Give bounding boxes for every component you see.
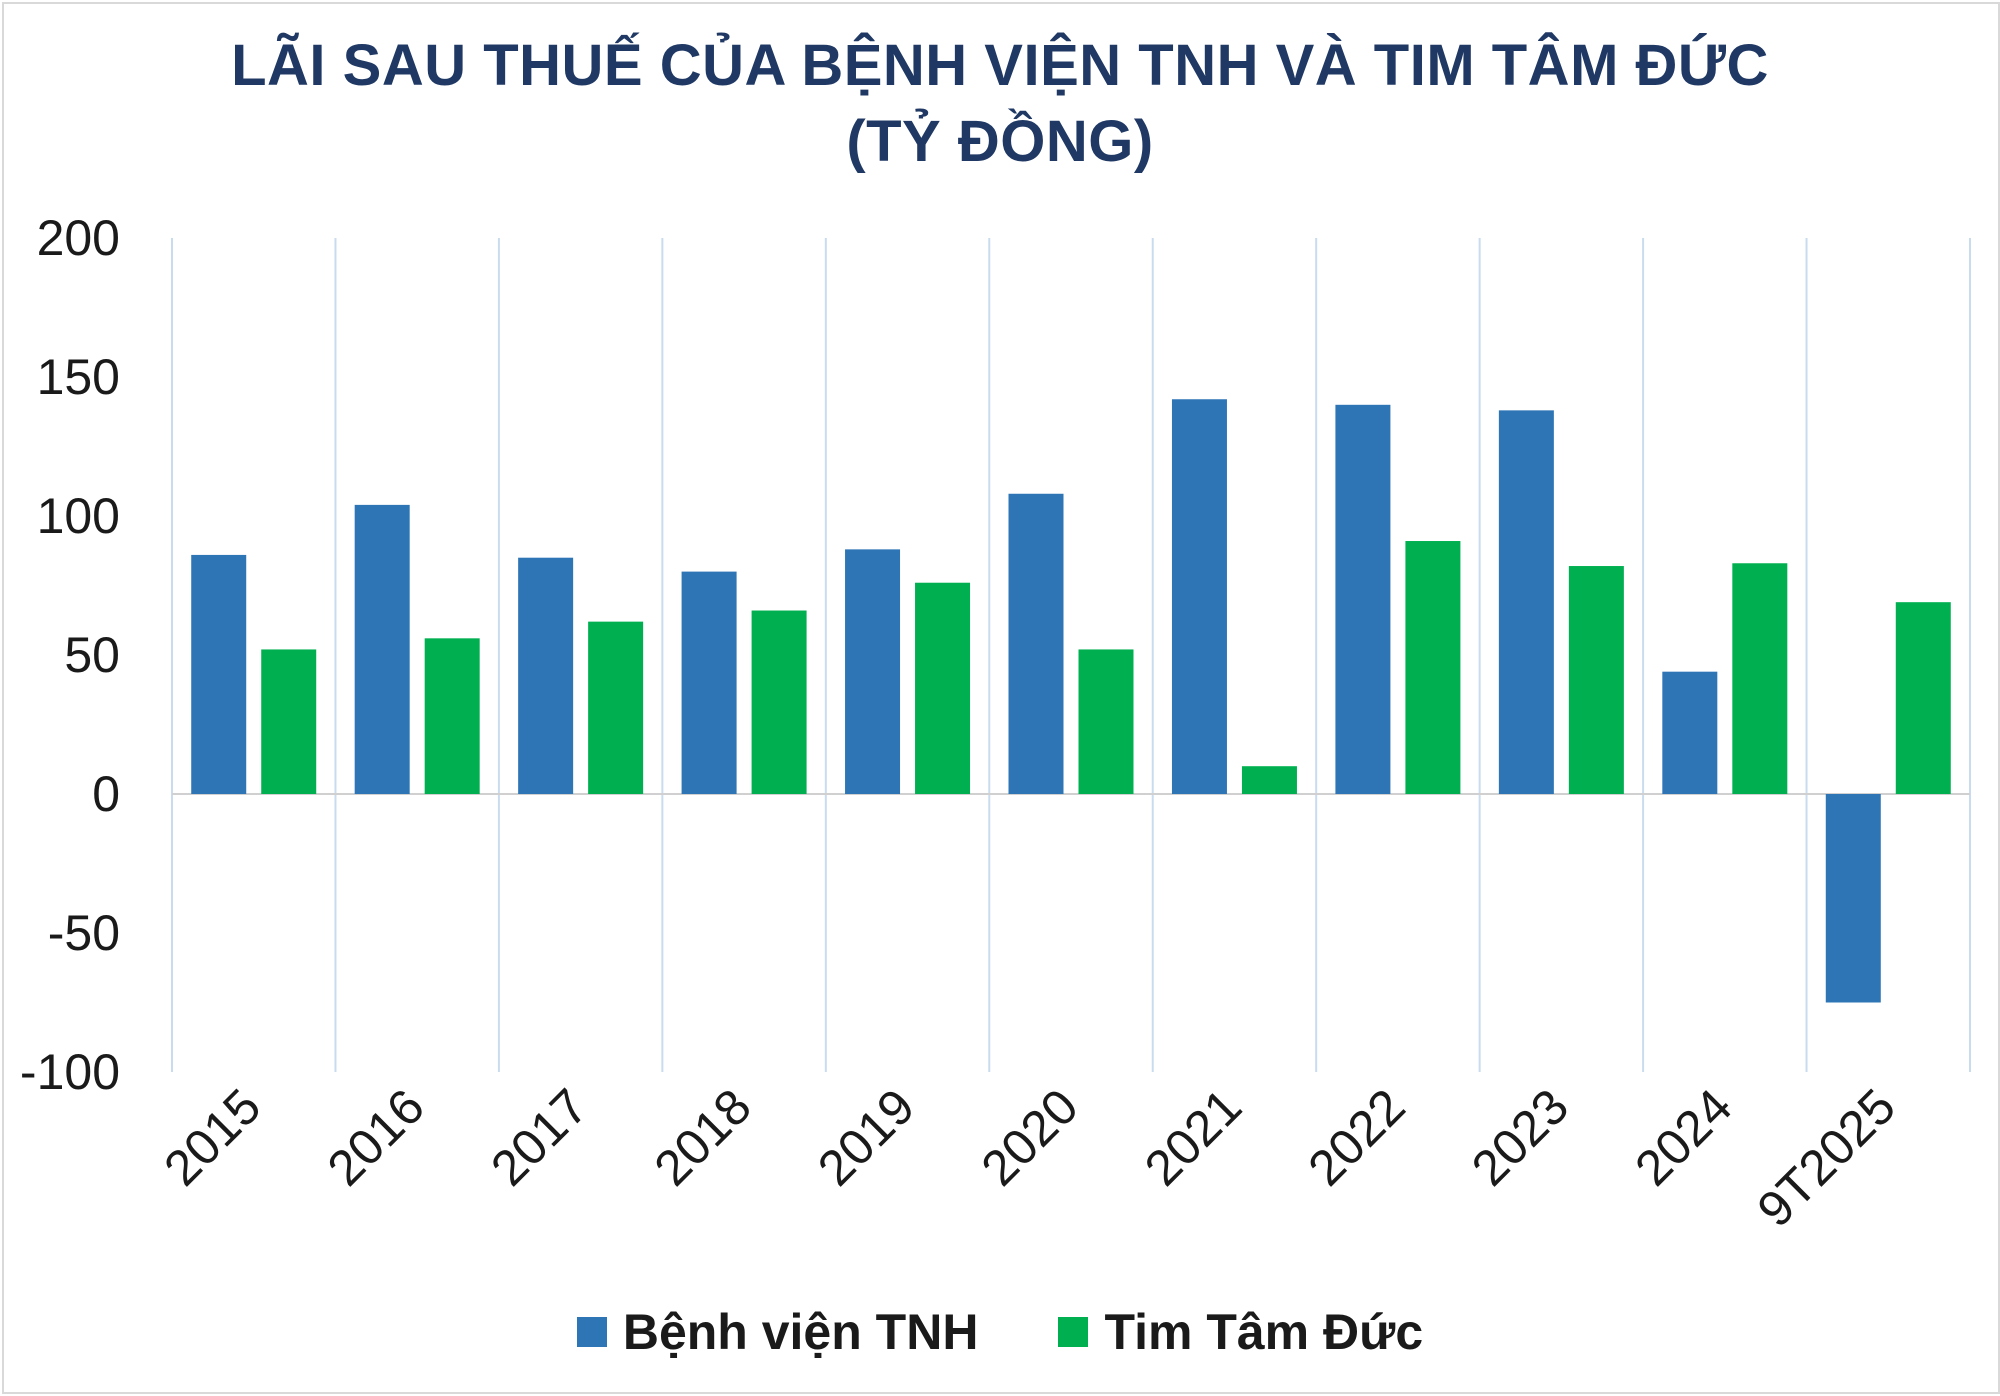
x-tick-label: 2020 xyxy=(971,1078,1089,1196)
bar-tim-tam-duc xyxy=(261,649,317,794)
y-tick-label: 150 xyxy=(37,349,120,405)
bar-tim-tam-duc xyxy=(424,638,480,794)
x-tick-label: 2022 xyxy=(1297,1078,1415,1196)
bar-tim-tam-duc xyxy=(1568,566,1624,794)
bar-benh-vien-tnh xyxy=(354,504,410,794)
bar-tim-tam-duc xyxy=(751,610,807,794)
bar-tim-tam-duc xyxy=(915,582,971,794)
bar-tim-tam-duc xyxy=(1405,541,1461,794)
bar-benh-vien-tnh xyxy=(1825,794,1881,1003)
legend: Bệnh viện TNH Tim Tâm Đức xyxy=(0,1303,2000,1361)
x-tick-label: 2023 xyxy=(1461,1078,1579,1196)
x-tick-label: 2018 xyxy=(644,1078,762,1196)
x-tick-label: 2024 xyxy=(1624,1078,1742,1196)
bar-benh-vien-tnh xyxy=(191,554,247,794)
bar-tim-tam-duc xyxy=(1732,563,1788,794)
bar-benh-vien-tnh xyxy=(1498,410,1554,794)
legend-swatch-tnh xyxy=(576,1317,607,1347)
x-tick-label: 2021 xyxy=(1134,1078,1252,1196)
chart-subtitle: (TỶ ĐỒNG) xyxy=(846,109,1154,174)
legend-swatch-tam-duc xyxy=(1058,1317,1089,1347)
y-tick-label: 0 xyxy=(92,766,120,822)
legend-item-tnh: Bệnh viện TNH xyxy=(576,1303,979,1361)
x-tick-label: 2015 xyxy=(153,1078,271,1196)
bar-benh-vien-tnh xyxy=(681,571,737,794)
legend-label-tnh: Bệnh viện TNH xyxy=(622,1304,979,1360)
bar-benh-vien-tnh xyxy=(1171,399,1227,794)
bar-tim-tam-duc xyxy=(1895,602,1951,794)
bar-benh-vien-tnh xyxy=(518,557,574,794)
y-tick-label: 100 xyxy=(37,488,120,544)
bar-benh-vien-tnh xyxy=(1008,493,1064,794)
bar-benh-vien-tnh xyxy=(1335,404,1391,794)
x-tick-label: 2016 xyxy=(317,1078,435,1196)
y-tick-label: 50 xyxy=(64,627,120,683)
x-tick-label: 2017 xyxy=(480,1078,598,1196)
y-tick-label: -100 xyxy=(20,1044,120,1100)
bar-benh-vien-tnh xyxy=(845,549,901,794)
legend-label-tam-duc: Tim Tâm Đức xyxy=(1104,1304,1424,1360)
bar-benh-vien-tnh xyxy=(1662,671,1718,794)
bar-tim-tam-duc xyxy=(1078,649,1134,794)
bar-tim-tam-duc xyxy=(1241,766,1297,794)
y-tick-label: -50 xyxy=(48,905,120,961)
y-tick-label: 200 xyxy=(37,210,120,266)
x-tick-label: 2019 xyxy=(807,1078,925,1196)
chart-title: LÃI SAU THUẾ CỦA BỆNH VIỆN TNH VÀ TIM TÂ… xyxy=(231,33,1769,98)
legend-item-tam-duc: Tim Tâm Đức xyxy=(1058,1303,1423,1361)
x-tick-label: 9T2025 xyxy=(1747,1078,1907,1238)
bar-tim-tam-duc xyxy=(588,621,644,794)
